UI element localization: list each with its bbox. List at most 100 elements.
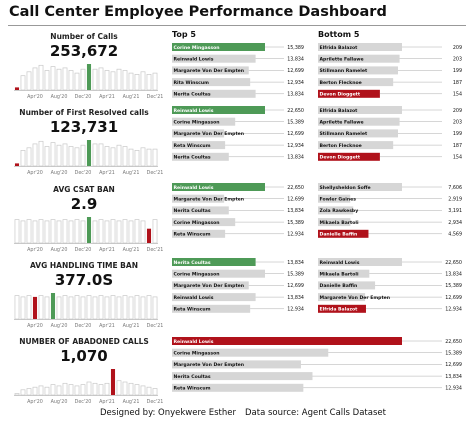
bottom5-bar: [318, 304, 366, 313]
top5-value: 22,650: [287, 185, 304, 191]
month-bar: [122, 219, 128, 244]
top5-name: Margarete Von Der Empten: [174, 197, 245, 203]
top5-name: Margarete Von Der Empten: [174, 131, 245, 137]
month-bar: [80, 144, 86, 167]
top5-bar: [172, 183, 265, 191]
bottom5-value: 187: [453, 143, 462, 149]
month-bar: [140, 385, 146, 396]
bottom5-name: Shellysheldon Soffe: [320, 185, 371, 191]
kpi-value: 123,731: [49, 118, 119, 136]
ranking-bars: Reinwald Lowis 22,650 Corine Mingasson 15,3…: [172, 106, 462, 161]
bottom5-bar: [318, 54, 400, 63]
kpi-label: Number of First Resolved calls: [19, 108, 149, 117]
footer-designer: Designed by: Onyekwere Esther: [100, 408, 236, 418]
abandoned-value: 12,934: [445, 386, 462, 392]
month-bar: [44, 70, 50, 91]
month-bar: [74, 219, 80, 244]
bottom5-bar: [318, 229, 369, 238]
bottom5-bar: [318, 258, 402, 266]
kpi-card: Number of First Resolved calls 123,731 Apr…: [0, 108, 168, 183]
bottom5-name: Devon Dioggett: [320, 92, 361, 98]
month-bar: [98, 219, 104, 244]
bottom5-name: Aprilette Fallawe: [320, 57, 364, 63]
bottom5-value: 209: [453, 108, 462, 114]
month-bar: [26, 295, 32, 320]
month-bar: [116, 68, 122, 91]
top5-value: 13,834: [287, 208, 304, 214]
bottom5-name: Stillmann Ramelet: [320, 68, 368, 74]
bottom5-bar: [318, 281, 376, 290]
ranking-panel: Reinwald Lowis 22,650 Corine Mingasson 15,3…: [0, 106, 474, 186]
ranking-panel: Reinwald Lowis 22,650 Corine Mingasson 15,3…: [0, 337, 474, 407]
bottom5-value: 154: [453, 155, 462, 161]
bottom5-bar: [318, 78, 394, 87]
top5-bar: [172, 141, 226, 150]
bottom5-name: Elfrida Balazot: [320, 307, 359, 313]
top5-name: Reta Winscum: [174, 143, 211, 149]
month-bar: [104, 146, 110, 167]
month-bar: [92, 68, 98, 91]
x-tick-label: Aug'21: [123, 94, 140, 100]
month-bar: [134, 384, 140, 396]
month-bar: [74, 147, 80, 167]
top5-value: 13,834: [287, 155, 304, 161]
kpi-value: 377.0S: [54, 271, 114, 289]
x-tick-label: Dec'20: [75, 94, 92, 100]
bottom5-value: 7,606: [448, 185, 462, 191]
ranking-bars: Nerita Coultas 13,834 Corine Mingasson 15,3…: [172, 258, 462, 313]
month-bar: [80, 220, 86, 244]
abandoned-bar: [172, 337, 402, 345]
month-bar: [122, 295, 128, 320]
month-bar: [56, 68, 62, 91]
month-bar: [146, 228, 152, 243]
bottom5-value: 154: [453, 92, 462, 98]
monthly-bar-chart: Apr'20 Aug'20 Dec'20 Apr'21 Aug'21 Dec'21: [14, 140, 163, 176]
bottom5-name: Mikaela Bartoli: [320, 272, 359, 278]
top5-name: Margarete Von Der Empten: [174, 68, 245, 74]
bottom5-name: Reinwald Lowis: [320, 260, 360, 266]
top5-name: Rita Winscum: [174, 80, 210, 86]
top5-name: Corine Mingasson: [174, 272, 220, 278]
bottom5-name: Berton Flecknoe: [320, 143, 362, 149]
top5-value: 22,650: [287, 108, 304, 114]
x-tick-label: Dec'20: [75, 170, 92, 176]
top5-value: 13,834: [287, 260, 304, 266]
month-bar: [62, 143, 68, 167]
abandoned-value: 12,699: [445, 362, 462, 368]
month-bar: [20, 220, 26, 244]
month-bar: [110, 219, 116, 244]
kpi-label: AVG CSAT BAN: [53, 185, 115, 194]
kpi-value: 253,672: [49, 42, 119, 60]
monthly-bar-chart: Apr'20 Aug'20 Dec'20 Apr'21 Aug'21 Dec'21: [14, 369, 163, 405]
top5-bar: [172, 106, 265, 114]
month-bar: [116, 220, 122, 244]
bottom5-bar: [318, 206, 354, 215]
top5-value: 12,934: [287, 232, 304, 238]
month-bar: [68, 146, 74, 167]
month-bar: [20, 75, 26, 91]
x-tick-label: Apr'20: [27, 170, 43, 176]
top5-value: 13,834: [287, 92, 304, 98]
top5-name: Reinwald Lowis: [174, 185, 214, 191]
month-bar: [86, 381, 92, 396]
month-bar: [38, 385, 44, 396]
top5-bar: [172, 258, 256, 266]
bottom5-header: Bottom 5: [318, 30, 360, 39]
month-bar: [44, 296, 50, 320]
month-bar: [92, 382, 98, 396]
month-bar: [134, 295, 140, 320]
footer-source: Data source: Agent Calls Dataset: [245, 408, 386, 418]
bottom5-name: Berton Flecknoe: [320, 80, 362, 86]
month-bar: [50, 66, 56, 91]
dashboard-title: Call Center Employee Performance Dashboa…: [9, 4, 387, 20]
x-tick-label: Apr'21: [99, 247, 115, 253]
top5-bar: [172, 206, 229, 215]
month-bar: [14, 219, 20, 244]
month-bar: [50, 384, 56, 396]
x-tick-label: Aug'20: [51, 399, 68, 405]
top5-bar: [172, 293, 256, 302]
kpi-card: NUMBER OF ABADONED CALLS 1,070 Apr'20 Aug'2…: [0, 337, 168, 412]
month-bar: [98, 384, 104, 396]
bottom5-value: 2,934: [448, 220, 462, 226]
bottom5-bar: [318, 66, 398, 75]
